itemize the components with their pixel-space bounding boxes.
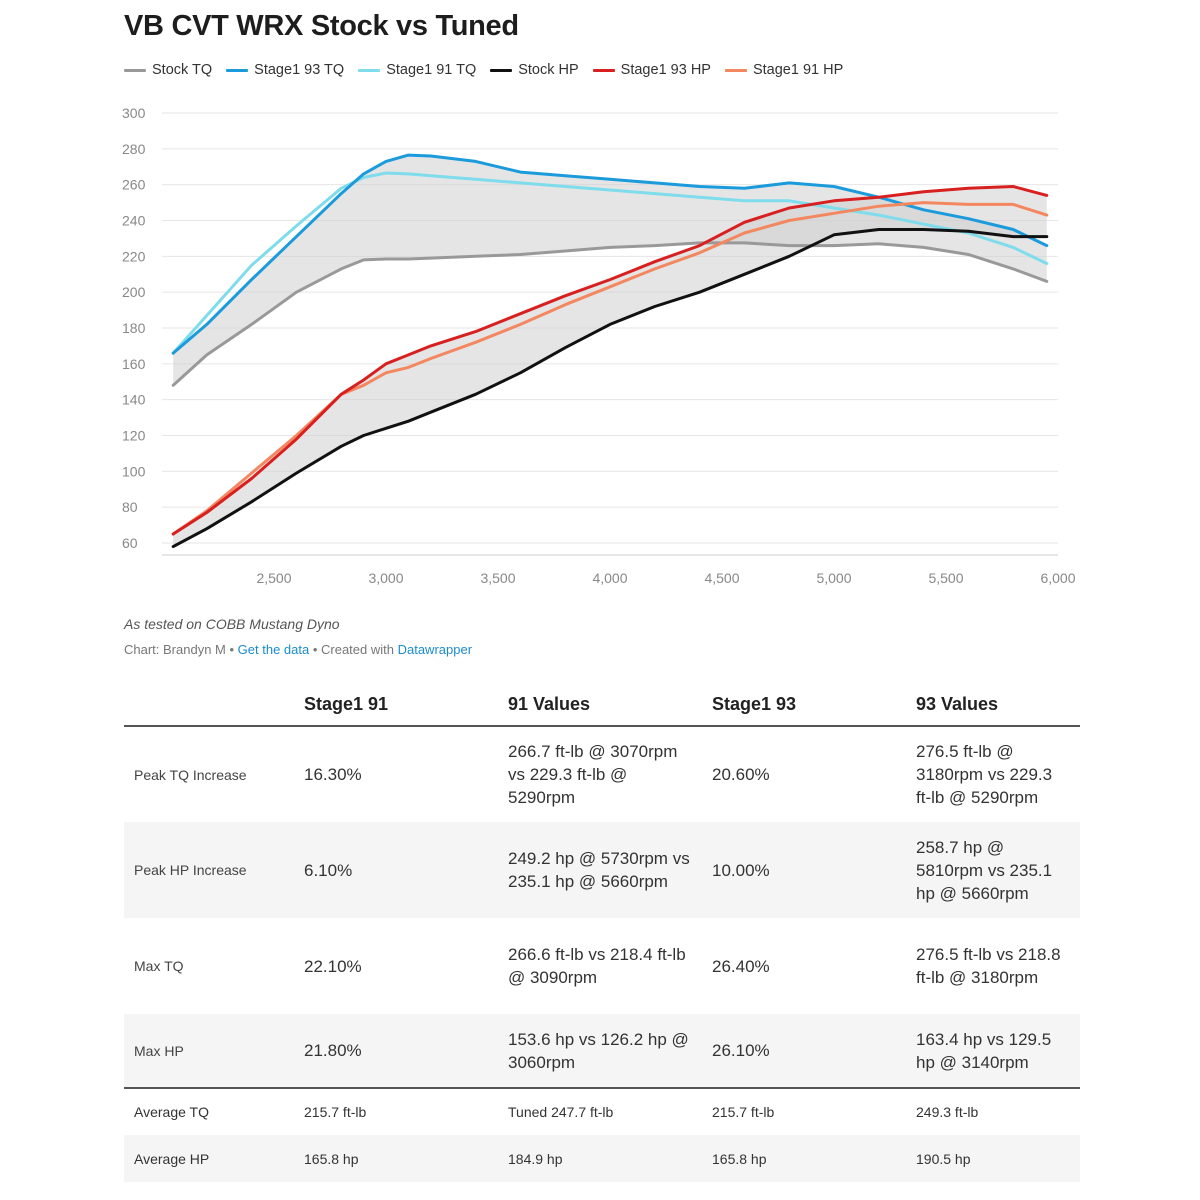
y-tick-label: 180 [122,320,146,336]
legend-item-stage1-93-tq: Stage1 93 TQ [226,62,344,78]
row-label: Max HP [134,1042,184,1059]
cell-stage1-93: 26.40% [712,956,770,976]
y-tick-label: 200 [122,284,146,300]
legend-label: Stock TQ [152,62,213,78]
chart-caption: As tested on COBB Mustang Dyno [124,616,340,632]
x-tick-label: 4,000 [592,570,627,586]
table-header-row: Stage1 91 91 Values Stage1 93 93 Values [124,683,1080,727]
x-tick-label: 5,000 [816,570,851,586]
y-tick-label: 260 [122,177,146,193]
legend-item-stage1-91-tq: Stage1 91 TQ [358,62,476,78]
cell-93-values: 163.4 hp vs 129.5 hp @ 3140rpm [916,1029,1052,1072]
notes-prefix: Chart: Brandyn M • [124,642,238,657]
row-label: Max TQ [134,958,184,974]
x-tick-label: 3,500 [480,570,515,586]
cell-93-values: 276.5 ft-lb vs 218.8 ft-lb @ 3180rpm [916,945,1061,987]
legend-swatch [124,68,146,72]
series-line-stage1-93-tq [171,153,1049,355]
cell-stage1-93: 20.60% [712,765,770,784]
table-header: Stage1 93 [702,683,906,727]
cell-stage1-91: 16.30% [304,765,362,784]
legend-label: Stock HP [518,62,579,78]
cell-stage1-93: 165.8 hp [712,1150,767,1167]
legend-label: Stage1 93 HP [620,62,711,78]
results-table: Stage1 91 91 Values Stage1 93 93 Values … [124,683,1080,1182]
legend-label: Stage1 91 HP [752,62,844,78]
y-tick-label: 300 [122,105,146,121]
series-line-stage1-93-hp [171,185,1049,536]
cell-91-values: 266.6 ft-lb vs 218.4 ft-lb @ 3090rpm [508,945,686,987]
row-label: Peak HP Increase [134,862,247,878]
legend-item-stage1-91-hp: Stage1 91 HP [724,62,844,78]
row-label: Average TQ [124,1087,294,1135]
cell-stage1-91: 6.10% [304,860,353,880]
cell-91-values: 266.7 ft-lb @ 3070rpm vs 229.3 ft-lb @ 5… [508,742,678,807]
row-label: Average HP [134,1150,210,1167]
range-band [173,186,1047,547]
line-chart: 60 80 100 120 140 160 180 200 220 240 260 280 300 2,5… [122,105,1076,586]
chart-title: VB CVT WRX Stock vs Tuned [124,10,519,42]
table-header: 91 Values [498,683,702,727]
y-tick-label: 280 [122,141,146,157]
table-row: Peak TQ Increase 16.30% 266.7 ft-lb @ 30… [124,726,1080,822]
cell-stage1-91: 165.8 hp [304,1150,359,1167]
table-header: Stage1 91 [294,683,498,727]
legend-swatch [226,68,249,72]
table-row: Max HP 21.80% 153.6 hp vs 126.2 hp @ 306… [124,1014,1080,1088]
legend-item-stock-hp: Stock HP [490,62,579,78]
cell-stage1-93: 26.10% [712,1041,770,1060]
series-line-stock-hp [171,228,1049,549]
x-tick-label: 2,500 [256,570,291,586]
cell-91-values: 153.6 hp vs 126.2 hp @ 3060rpm [508,1029,689,1072]
table-header: 93 Values [906,683,1080,727]
cell-stage1-91: 22.10% [304,956,362,976]
x-tick-label: 6,000 [1040,570,1075,586]
table-row: Average HP 165.8 hp 184.9 hp 165.8 hp 19… [124,1135,1080,1182]
legend-swatch [490,68,513,72]
legend-swatch [724,68,747,72]
cell-93-values: 258.7 hp @ 5810rpm vs 235.1 hp @ 5660rpm [916,837,1053,903]
table-row: Max TQ 22.10% 266.6 ft-lb vs 218.4 ft-lb… [124,918,1080,1014]
cell-stage1-91: 215.7 ft-lb [294,1087,498,1135]
table-header [124,683,294,727]
cell-91-values: 249.2 hp @ 5730rpm vs 235.1 hp @ 5660rpm [508,849,690,891]
row-label: Peak TQ Increase [134,766,247,783]
chart-notes: Chart: Brandyn M • Get the data • Create… [124,642,472,657]
cell-stage1-93: 215.7 ft-lb [702,1087,906,1135]
x-tick-label: 3,000 [368,570,403,586]
cell-91-values: Tuned 247.7 ft-lb [498,1087,702,1135]
legend-swatch [592,68,615,72]
y-tick-label: 60 [122,535,138,551]
y-tick-label: 240 [122,213,146,229]
legend-item-stock-tq: Stock TQ [124,62,212,78]
cell-91-values: 184.9 hp [508,1150,563,1167]
y-tick-label: 100 [122,463,146,479]
legend-swatch [358,68,381,72]
cell-stage1-93: 10.00% [712,860,770,880]
cell-93-values: 190.5 hp [916,1150,971,1167]
legend-label: Stage1 91 TQ [386,62,477,78]
x-tick-label: 5,500 [928,570,963,586]
y-tick-label: 80 [122,499,138,515]
cell-93-values: 249.3 ft-lb [906,1087,1080,1135]
series-line-stage1-91-tq [171,171,1049,355]
get-the-data-link[interactable]: Get the data [237,642,310,657]
legend: Stock TQ Stage1 93 TQ Stage1 91 TQ Stock… [124,62,843,78]
x-tick-label: 4,500 [704,570,739,586]
table-row: Average TQ 215.7 ft-lb Tuned 247.7 ft-lb… [124,1087,1080,1135]
cell-93-values: 276.5 ft-lb @ 3180rpm vs 229.3 ft-lb @ 5… [916,742,1053,807]
notes-middle: • Created with [309,642,398,657]
y-tick-label: 220 [122,248,146,264]
y-tick-label: 120 [122,428,146,444]
datawrapper-link[interactable]: Datawrapper [397,642,473,657]
legend-label: Stage1 93 TQ [254,62,345,78]
cell-stage1-91: 21.80% [304,1041,362,1060]
legend-item-stage1-93-hp: Stage1 93 HP [592,62,711,78]
series-line-stock-tq [171,241,1049,387]
y-tick-label: 140 [122,392,146,408]
y-tick-label: 160 [122,356,146,372]
table-row: Peak HP Increase 6.10% 249.2 hp @ 5730rp… [124,822,1080,918]
